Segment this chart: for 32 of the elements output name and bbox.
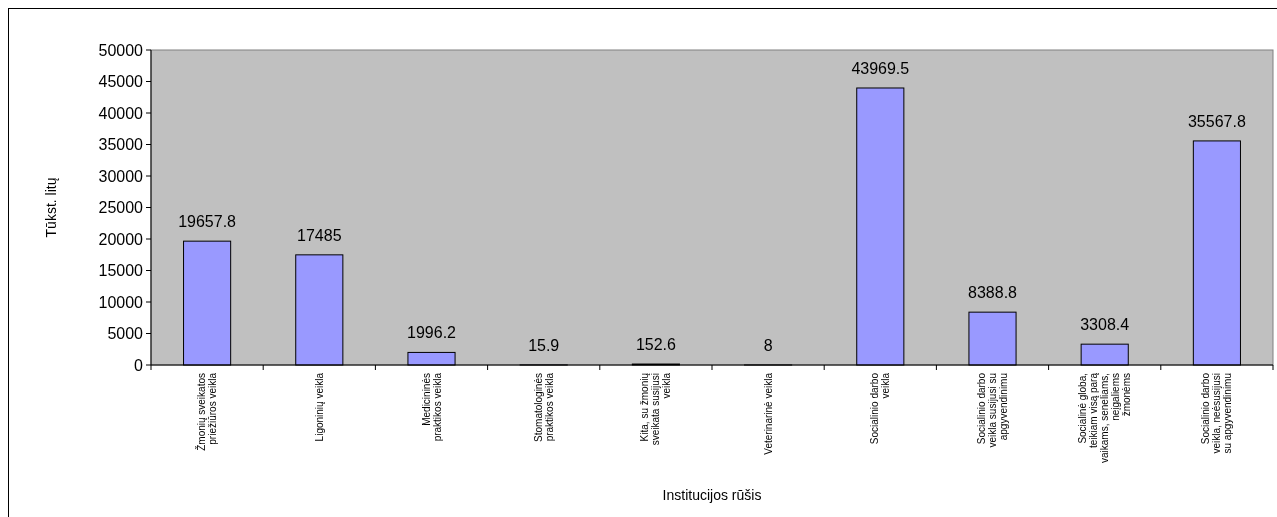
y-tick-label: 15000 — [98, 262, 144, 280]
y-tick-label: 35000 — [98, 136, 144, 154]
data-label: 35567.8 — [1187, 112, 1246, 130]
y-axis-title: Tūkst. litų — [43, 177, 59, 238]
data-label: 8 — [763, 336, 773, 354]
y-tick-label: 0 — [134, 356, 144, 374]
y-tick-label: 40000 — [98, 104, 144, 122]
x-tick-label: Kita, su žmonių sveikata susijusi veikla — [639, 372, 673, 446]
y-tick-label: 50000 — [98, 41, 144, 59]
x-axis-title: Institucijos rūšis — [662, 487, 762, 503]
y-tick-label: 25000 — [98, 199, 144, 217]
x-tick-label: Stomatologinės praktikos veikla — [532, 372, 555, 442]
y-tick-label: 30000 — [98, 167, 144, 185]
x-tick-label: Žmonių sveikatos priežiūros veikla — [195, 372, 219, 451]
y-tick-label: 20000 — [98, 230, 144, 248]
x-tick-label: Veterinarinė veikla — [762, 372, 774, 455]
data-label: 152.6 — [635, 336, 677, 354]
data-label: 19657.8 — [178, 213, 237, 231]
data-label: 17485 — [297, 226, 342, 244]
data-label: 43969.5 — [851, 59, 910, 77]
x-tick-label: Ligoninių veikla — [313, 372, 325, 442]
x-tick-label: Socialinė globa, teikiam visą parą vaikams, seneliams, neįgaliems žmonėms — [1077, 372, 1133, 464]
y-tick-label: 45000 — [98, 73, 144, 91]
data-label: 1996.2 — [407, 324, 457, 342]
data-label: 15.9 — [528, 336, 560, 354]
y-tick-label: 10000 — [98, 293, 144, 311]
y-tick-label: 5000 — [107, 325, 144, 343]
data-label: 8388.8 — [968, 284, 1018, 302]
x-tick-label: Medicininės praktikos veikla — [420, 372, 443, 442]
x-tick-label: Socialinio darbo veikla susijusi su apgyvendinimu — [976, 372, 1009, 448]
x-tick-label: Socialinio darbo veikla — [869, 372, 892, 445]
data-label: 3308.4 — [1080, 316, 1130, 334]
